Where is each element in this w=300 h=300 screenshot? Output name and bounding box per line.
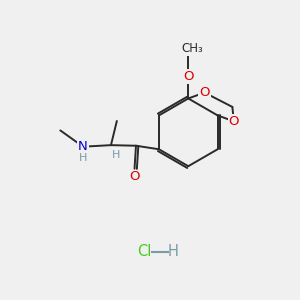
Text: CH₃: CH₃ — [182, 42, 204, 55]
Text: O: O — [229, 115, 239, 128]
Text: H: H — [112, 150, 120, 160]
Text: O: O — [199, 86, 210, 99]
Text: O: O — [129, 170, 140, 183]
Text: Cl: Cl — [137, 244, 151, 259]
Text: H: H — [79, 153, 87, 163]
Text: H: H — [168, 244, 179, 259]
Text: O: O — [183, 70, 194, 83]
Text: N: N — [78, 140, 88, 153]
